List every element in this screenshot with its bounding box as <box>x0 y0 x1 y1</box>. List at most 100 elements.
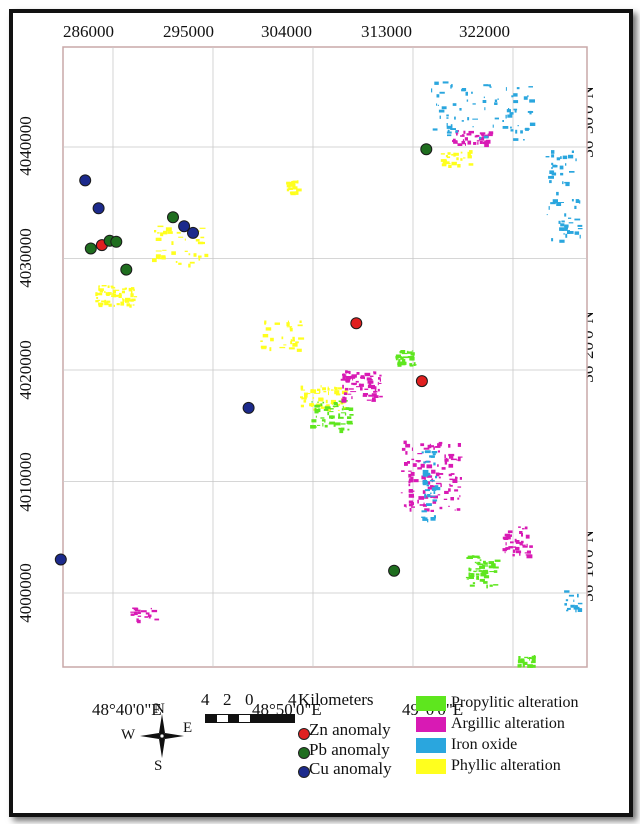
alteration-speckle <box>479 132 486 135</box>
alteration-speckle <box>524 552 529 554</box>
alteration-speckle <box>377 381 379 386</box>
alteration-speckle <box>116 303 120 306</box>
alteration-speckle <box>289 191 292 194</box>
alteration-speckle <box>422 504 427 507</box>
alteration-speckle <box>427 519 429 523</box>
alteration-speckle <box>322 401 325 404</box>
alteration-speckle <box>325 399 328 404</box>
alteration-speckle <box>578 608 583 611</box>
alteration-speckle <box>524 526 528 530</box>
alteration-speckle <box>330 389 334 391</box>
alteration-speckle <box>439 91 445 94</box>
legend-phyllic-swatch <box>416 759 446 774</box>
alteration-speckle <box>517 664 521 668</box>
alteration-speckle <box>486 139 491 144</box>
legend-propylitic-label: Propylitic alteration <box>451 694 579 711</box>
alteration-speckle <box>420 443 425 447</box>
alteration-speckle <box>450 124 453 128</box>
alteration-speckle <box>323 409 329 411</box>
alteration-speckle <box>346 370 350 374</box>
alteration-speckle <box>478 137 485 141</box>
zn-anomaly-point <box>415 375 428 388</box>
alteration-speckle <box>318 397 324 402</box>
alteration-speckle <box>444 454 446 459</box>
alteration-speckle <box>132 304 135 306</box>
alteration-speckle <box>288 182 294 185</box>
alteration-speckle <box>107 285 110 288</box>
alteration-speckle <box>303 400 307 403</box>
alteration-speckle <box>464 137 468 141</box>
alteration-speckle <box>453 141 458 144</box>
cu-anomaly-point <box>54 553 67 566</box>
alteration-speckle <box>155 250 162 252</box>
alteration-speckle <box>340 412 346 414</box>
alteration-speckle <box>152 258 157 263</box>
alteration-speckle <box>163 230 168 235</box>
alteration-speckle <box>405 443 411 448</box>
alteration-speckle <box>575 158 577 162</box>
alteration-speckle <box>453 152 456 157</box>
alteration-speckle <box>310 389 317 394</box>
alteration-speckle <box>97 299 101 301</box>
alteration-speckle <box>265 327 272 331</box>
alteration-speckle <box>101 300 105 303</box>
alteration-speckle <box>345 370 348 373</box>
legend-argillic-swatch <box>416 717 446 732</box>
alteration-speckle <box>415 460 421 462</box>
alteration-speckle <box>492 566 499 569</box>
alteration-speckle <box>471 91 473 94</box>
alteration-speckle <box>409 363 413 366</box>
alteration-speckle <box>494 99 498 102</box>
alteration-speckle <box>564 225 568 230</box>
alteration-speckle <box>479 136 482 140</box>
alteration-speckle <box>410 352 415 356</box>
alteration-speckle <box>483 562 488 565</box>
alteration-speckle <box>411 458 415 461</box>
alteration-speckle <box>410 472 415 476</box>
alteration-speckle <box>466 557 473 559</box>
alteration-speckle <box>327 386 329 389</box>
alteration-speckle <box>488 561 494 565</box>
alteration-speckle <box>401 470 405 472</box>
alteration-speckle <box>342 396 346 399</box>
alteration-speckle <box>427 444 432 449</box>
alteration-speckle <box>295 191 299 195</box>
alteration-speckle <box>565 183 570 187</box>
alteration-speckle <box>454 478 457 482</box>
alteration-speckle <box>133 288 135 292</box>
alteration-speckle <box>333 406 336 408</box>
alteration-speckle <box>435 472 440 477</box>
alteration-speckle <box>411 447 413 451</box>
alteration-speckle <box>324 424 328 428</box>
alteration-speckle <box>483 135 489 139</box>
alteration-speckle <box>562 155 568 160</box>
alteration-speckle <box>426 475 433 478</box>
alteration-speckle <box>522 661 528 665</box>
alteration-speckle <box>529 545 533 548</box>
alteration-speckle <box>454 509 456 511</box>
alteration-speckle <box>468 567 471 570</box>
alteration-speckle <box>400 356 404 360</box>
alteration-speckle <box>336 403 338 407</box>
alteration-speckle <box>556 202 562 206</box>
alteration-speckle <box>484 565 488 567</box>
alteration-speckle <box>400 492 403 494</box>
legend-pb-marker <box>298 747 310 759</box>
alteration-speckle <box>476 140 480 142</box>
alteration-speckle <box>427 486 433 490</box>
alteration-speckle <box>98 303 101 306</box>
alteration-speckle <box>430 485 434 488</box>
alteration-speckle <box>343 374 346 378</box>
alteration-speckle <box>493 570 498 573</box>
alteration-speckle <box>367 384 371 389</box>
easting-label-313000: 313000 <box>361 22 412 41</box>
alteration-speckle <box>448 463 454 468</box>
alteration-zones <box>95 81 583 668</box>
alteration-speckle <box>471 555 475 558</box>
alteration-speckle <box>574 205 577 209</box>
scale-bar <box>205 714 295 723</box>
scale-bar-segment <box>250 715 294 722</box>
alteration-speckle <box>314 408 317 410</box>
alteration-speckle <box>419 504 425 506</box>
alteration-speckle <box>401 358 406 363</box>
